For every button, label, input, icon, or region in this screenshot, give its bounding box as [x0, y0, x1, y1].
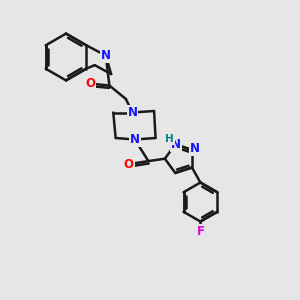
Text: N: N	[101, 49, 111, 62]
Text: N: N	[190, 142, 200, 155]
Text: F: F	[196, 225, 204, 238]
Text: N: N	[171, 138, 181, 151]
Text: N: N	[128, 106, 137, 119]
Text: N: N	[130, 133, 140, 146]
Text: O: O	[124, 158, 134, 171]
Text: H: H	[166, 134, 174, 144]
Text: O: O	[85, 77, 95, 90]
